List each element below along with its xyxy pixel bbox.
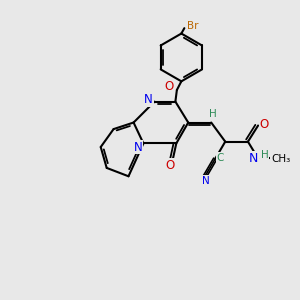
Text: O: O — [260, 118, 269, 130]
Text: N: N — [202, 176, 210, 186]
Text: C: C — [217, 153, 224, 163]
Text: H: H — [209, 109, 217, 119]
Text: O: O — [164, 80, 173, 94]
Text: N: N — [134, 140, 142, 154]
Text: Br: Br — [187, 21, 199, 32]
Text: CH₃: CH₃ — [271, 154, 290, 164]
Text: H: H — [261, 150, 268, 160]
Text: N: N — [249, 152, 259, 165]
Text: N: N — [144, 93, 153, 106]
Text: O: O — [165, 159, 174, 172]
